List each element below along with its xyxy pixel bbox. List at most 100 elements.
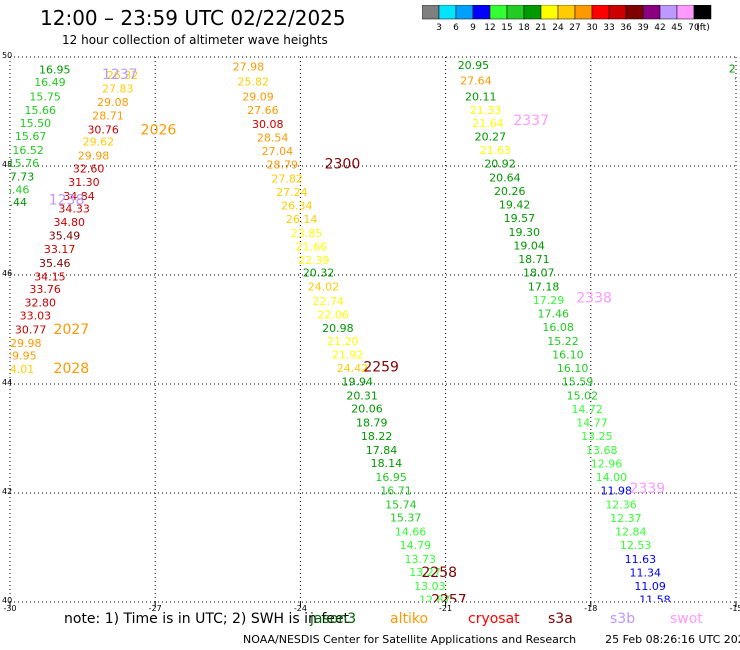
colorbar-tick-label: 12 (484, 23, 495, 33)
swh-reading: 14.66 (395, 526, 427, 539)
x-tick-label: -24 (294, 604, 307, 613)
swh-reading: 35.46 (39, 257, 71, 270)
pass-time-label: 2028 (54, 361, 90, 377)
swh-reading: 27.82 (271, 172, 303, 185)
swh-reading: 12.36 (605, 498, 637, 511)
y-tick-label: 50 (2, 51, 12, 60)
swh-reading: 22.74 (313, 295, 345, 308)
swh-reading: 17.46 (538, 308, 570, 321)
swh-reading: 29.09 (242, 91, 274, 104)
colorbar-tick-label: 42 (654, 23, 665, 33)
swh-reading: 11.98 (600, 485, 632, 498)
swh-reading: 11.34 (630, 566, 662, 579)
swh-reading: 20.26 (494, 185, 526, 198)
colorbar-tick-label: 6 (453, 23, 459, 33)
swh-reading: 12.96 (591, 457, 623, 470)
swh-reading: 25.82 (237, 75, 268, 88)
swh-reading: 28.71 (92, 110, 124, 123)
swh-reading: 20.89 (729, 62, 740, 75)
swh-reading: 11.58 (639, 594, 671, 607)
swh-reading: 30.08 (252, 118, 284, 131)
swh-reading: 27.04 (262, 145, 294, 158)
swh-reading: 16.52 (12, 144, 43, 157)
x-tick-label: -21 (439, 604, 452, 613)
swh-reading: 20.32 (303, 267, 335, 280)
pass-time-label: 2027 (54, 322, 90, 338)
colorbar-tick-label: 9 (470, 23, 476, 33)
swh-reading: 21.92 (332, 348, 364, 361)
swh-reading: 18.44 (0, 196, 27, 209)
swh-reading: 21.63 (479, 144, 511, 157)
swh-reading: 27.98 (233, 61, 265, 74)
swh-reading: 26.32 (107, 69, 139, 82)
page-subtitle: 12 hour collection of altimeter wave hei… (62, 33, 328, 47)
swh-reading: 11.63 (625, 553, 657, 566)
swh-reading: 17.84 (366, 444, 398, 457)
pass-time-label: 1237 (102, 67, 138, 83)
swh-reading: 27.83 (102, 82, 133, 95)
colorbar-tick-label: 3 (436, 23, 442, 33)
swh-reading: 15.74 (385, 498, 417, 511)
swh-reading: 27.66 (247, 104, 279, 117)
generated-timestamp: 25 Feb 08:26:16 UTC 2025 (605, 633, 740, 646)
credit-text: NOAA/NESDIS Center for Satellite Applica… (243, 633, 577, 646)
swh-reading: 16.46 (0, 183, 29, 196)
colorbar-tick-label: 39 (637, 23, 649, 33)
swh-reading: 12.53 (620, 539, 652, 552)
swh-reading: 20.64 (489, 171, 521, 184)
swh-reading: 21.33 (470, 104, 502, 117)
swh-reading: 12.84 (615, 526, 647, 539)
pass-time-label: 2338 (576, 290, 612, 306)
wave-height-readings: 16.9516.4915.7515.6615.5015.6716.5215.76… (0, 59, 740, 634)
pass-time-labels: 1237 2026 1238 2027 2028 2300 2259 2258 2257 2337… (49, 67, 666, 602)
legend-swot: swot (670, 611, 703, 627)
y-tick-label: 40 (2, 596, 12, 605)
x-tick-label: -15 (729, 604, 740, 613)
swh-reading: 14.72 (571, 403, 603, 416)
page-title: 12:00 – 23:59 UTC 02/22/2025 (40, 6, 346, 30)
colorbar-tick-label: 33 (603, 23, 614, 33)
swh-reading: 24.02 (308, 280, 340, 293)
swh-reading: 29.98 (10, 337, 42, 350)
swh-reading: 17.18 (528, 280, 560, 293)
swh-reading: 33.76 (29, 283, 61, 296)
swh-reading: 19.45 (734, 76, 740, 89)
swh-reading: 20.92 (484, 158, 516, 171)
swh-reading: 20.95 (458, 59, 490, 72)
colorbar-tick-label: 24 (552, 23, 564, 33)
pass-time-label: 2339 (630, 481, 666, 497)
swh-reading: 18.14 (371, 457, 403, 470)
swh-reading: 34.33 (58, 202, 90, 215)
swh-reading: 30.77 (15, 323, 47, 336)
swh-reading: 16.71 (380, 485, 412, 498)
y-tick-label: 46 (2, 269, 12, 278)
swh-reading: 19.30 (509, 226, 541, 239)
swh-reading: 11.86 (429, 621, 461, 634)
y-tick-label: 42 (2, 487, 12, 496)
colorbar-tick-label: 21 (535, 23, 546, 33)
swh-reading: 18.79 (356, 417, 388, 430)
swh-reading: 15.67 (15, 130, 47, 143)
swh-reading: 27.24 (276, 186, 308, 199)
legend-cryosat: cryosat (468, 611, 520, 627)
swh-reading: 21.66 (296, 240, 328, 253)
pass-time-label: 2300 (325, 157, 361, 173)
swh-reading: 21.64 (472, 117, 504, 130)
swh-reading: 28.54 (257, 131, 289, 144)
swh-reading: 34.80 (54, 216, 85, 229)
color-scale-legend: 3 6 9 12 15 18 21 24 27 30 33 36 39 42 45 70(ft) (422, 5, 712, 33)
pass-time-label: 2258 (421, 565, 457, 581)
legend-s3a: s3a (548, 611, 573, 627)
swh-reading: 22.39 (298, 254, 330, 267)
swh-reading: 32.80 (25, 297, 57, 310)
swh-reading: 20.27 (475, 130, 507, 143)
swh-reading: 16.08 (542, 321, 574, 334)
swh-reading: 20.98 (322, 322, 354, 335)
swh-reading: 13.27 (409, 566, 441, 579)
colorbar-swatch (693, 5, 712, 20)
swh-reading: 17.73 (3, 171, 35, 184)
x-tick-label: -18 (584, 604, 597, 613)
swh-reading: 13.25 (581, 430, 613, 443)
swh-reading: 31.30 (68, 176, 100, 189)
